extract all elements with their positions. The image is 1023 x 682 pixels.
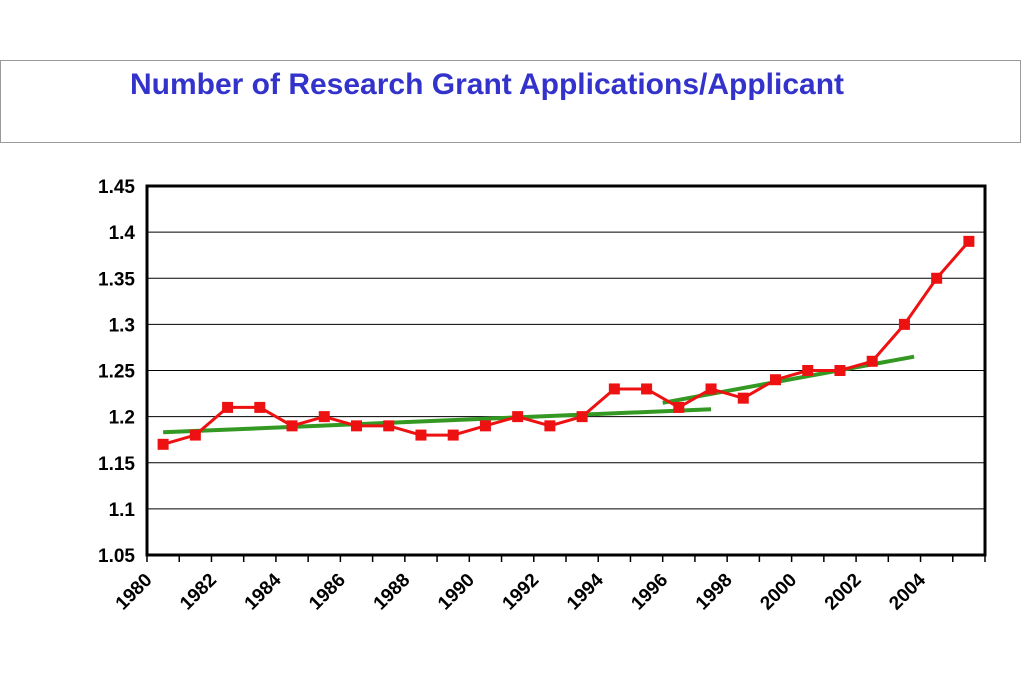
data-point bbox=[383, 420, 395, 432]
y-axis-labels: 1.05 1.1 1.15 1.2 1.25 1.3 1.35 1.4 1.45 bbox=[98, 177, 135, 567]
plot-frame bbox=[145, 184, 987, 557]
data-point bbox=[512, 411, 524, 423]
data-point bbox=[479, 420, 491, 432]
data-point bbox=[222, 401, 234, 413]
x-tick-label: 1984 bbox=[241, 569, 286, 614]
x-tick-label: 1986 bbox=[305, 570, 350, 615]
data-point bbox=[189, 429, 201, 441]
x-tick-label: 1982 bbox=[176, 570, 221, 615]
data-point bbox=[737, 392, 749, 404]
data-point bbox=[608, 383, 620, 395]
data-point bbox=[802, 365, 814, 376]
data-point bbox=[254, 401, 266, 413]
y-tick-label: 1.25 bbox=[98, 362, 135, 383]
x-tick-label: 1996 bbox=[627, 570, 672, 615]
data-point bbox=[770, 374, 781, 386]
data-point bbox=[415, 429, 427, 441]
data-point bbox=[447, 429, 459, 441]
title-box bbox=[0, 60, 1021, 143]
x-tick-label: 1994 bbox=[563, 569, 608, 614]
trend-line bbox=[163, 407, 712, 435]
data-point bbox=[963, 235, 975, 247]
data-point bbox=[318, 411, 330, 423]
x-tick-label: 2004 bbox=[885, 569, 930, 614]
x-tick-label: 1990 bbox=[434, 570, 479, 615]
y-tick-label: 1.4 bbox=[109, 223, 136, 244]
x-tick-label: 1998 bbox=[692, 570, 737, 615]
data-point bbox=[286, 420, 298, 432]
y-tick-label: 1.35 bbox=[98, 269, 135, 290]
y-tick-label: 1.1 bbox=[109, 500, 136, 521]
data-point bbox=[576, 411, 588, 423]
x-tick-label: 1980 bbox=[112, 570, 157, 615]
y-tick-label: 1.45 bbox=[98, 177, 135, 198]
trend-lines bbox=[163, 354, 915, 435]
chart-title: Number of Research Grant Applications/Ap… bbox=[130, 68, 845, 101]
grid-lines bbox=[147, 185, 985, 556]
data-point bbox=[157, 438, 169, 450]
x-tick-label: 2002 bbox=[821, 570, 866, 615]
data-point bbox=[931, 272, 943, 284]
y-tick-label: 1.2 bbox=[109, 408, 135, 429]
x-tick-label: 2000 bbox=[756, 570, 801, 615]
x-axis-labels: 1980 1982 1984 1986 1988 1990 1992 1994 1996 1998… bbox=[112, 569, 931, 614]
data-point bbox=[544, 420, 556, 432]
data-point bbox=[351, 420, 362, 432]
y-tick-label: 1.05 bbox=[98, 546, 135, 567]
data-point bbox=[834, 365, 846, 376]
data-point bbox=[673, 401, 685, 413]
data-point bbox=[866, 355, 878, 367]
x-tick-label: 1992 bbox=[499, 570, 544, 615]
y-tick-label: 1.3 bbox=[109, 315, 135, 336]
data-series bbox=[157, 235, 975, 450]
y-tick-label: 1.15 bbox=[98, 454, 135, 475]
data-point bbox=[641, 383, 653, 395]
data-point bbox=[898, 318, 910, 330]
x-tick-label: 1988 bbox=[370, 570, 415, 615]
data-point bbox=[705, 383, 717, 395]
